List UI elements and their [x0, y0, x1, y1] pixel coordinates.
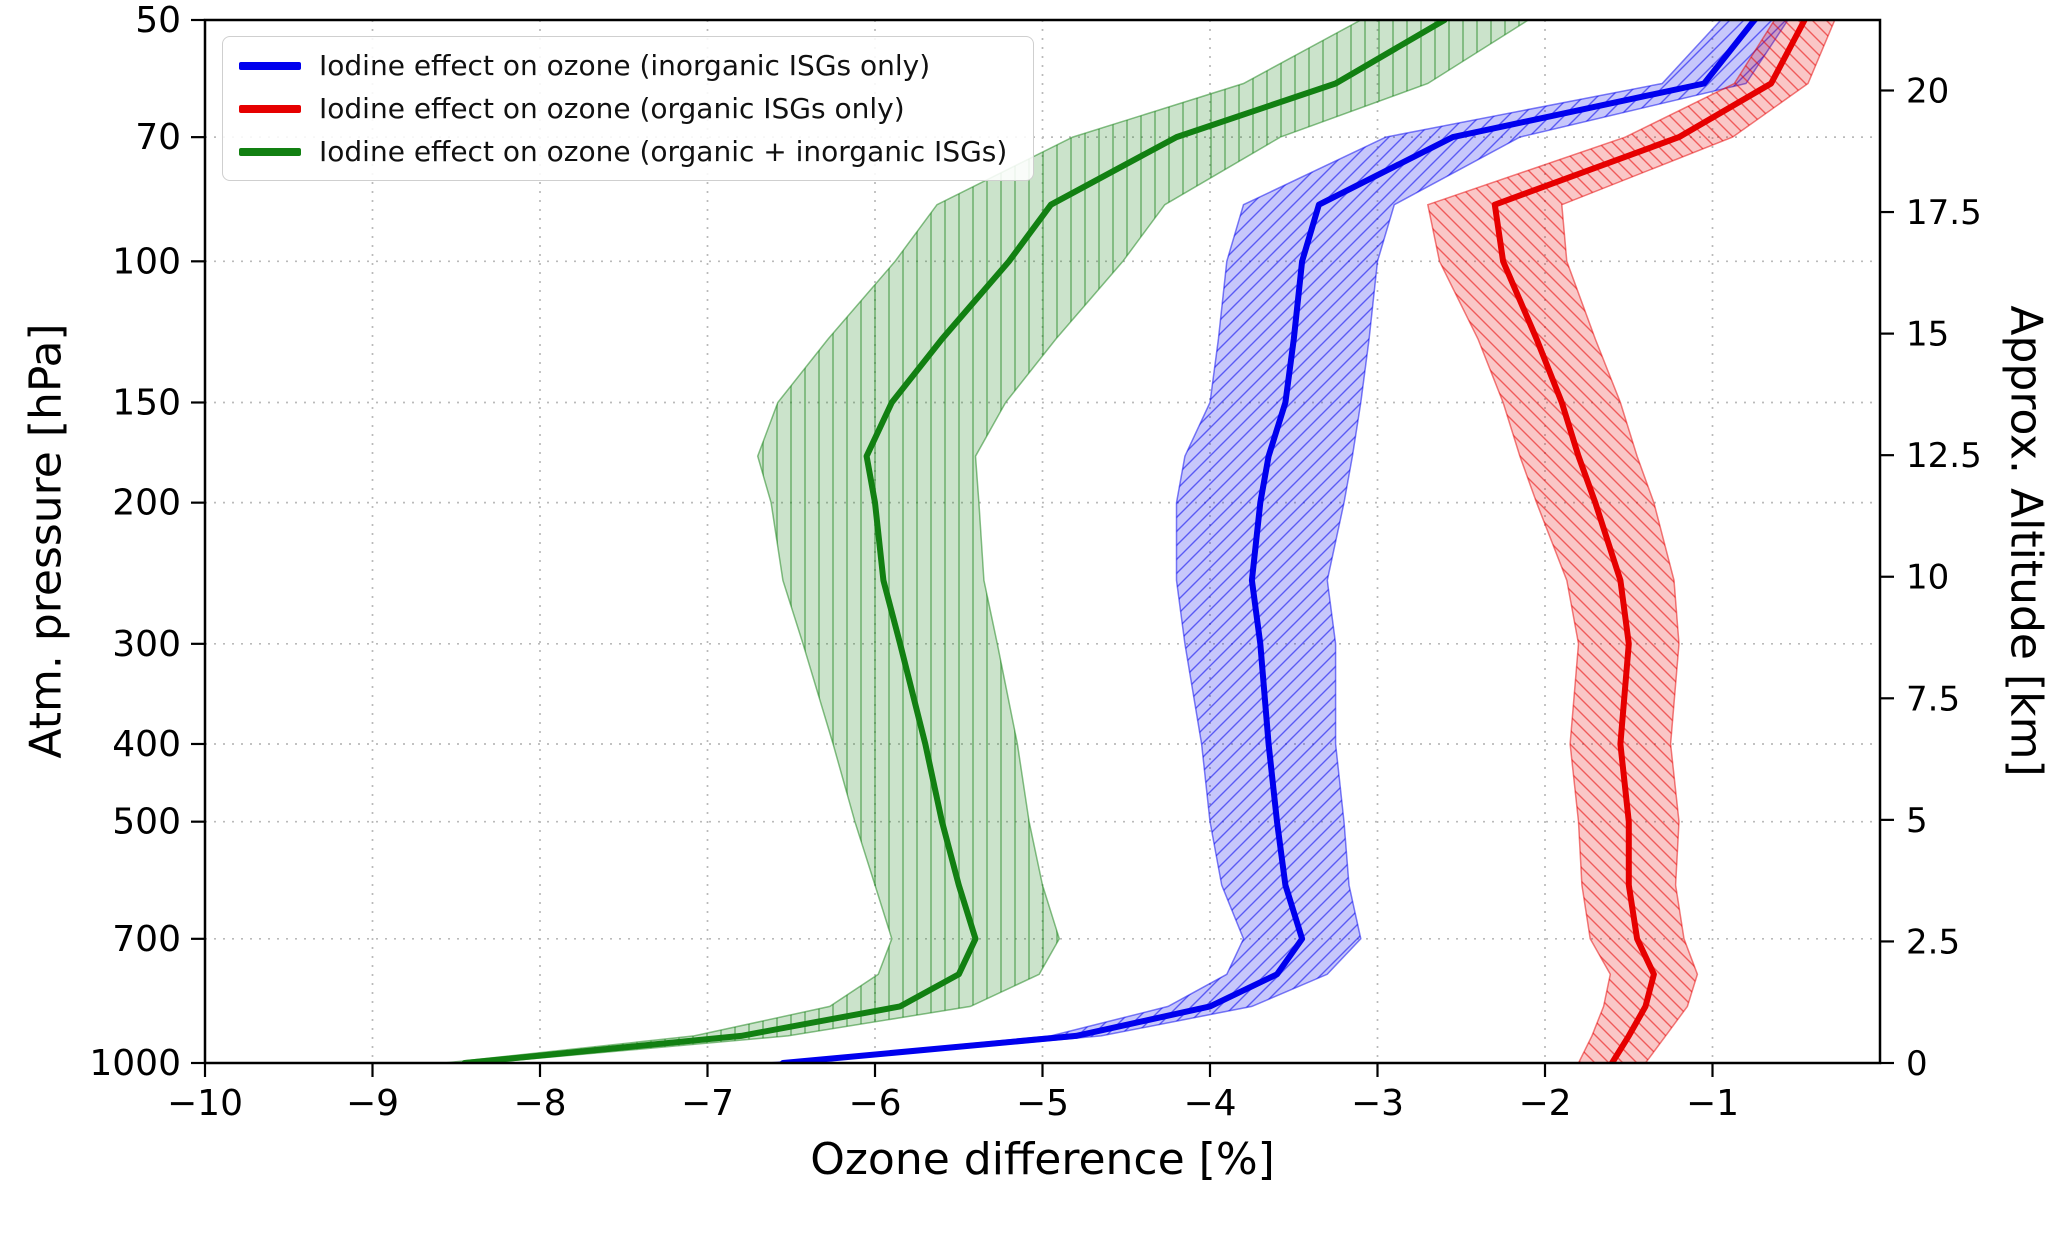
x-tick-label: −4 — [1183, 1083, 1236, 1124]
profile-line — [779, 20, 1758, 1063]
altitude-tick-label: 12.5 — [1906, 436, 1982, 476]
x-tick-label: −9 — [346, 1083, 399, 1124]
legend-item-organic-inorganic: Iodine effect on ozone (organic + inorga… — [239, 135, 1007, 168]
x-tick-label: −6 — [848, 1083, 901, 1124]
profile-line — [1491, 20, 1808, 1063]
legend-swatch-green — [239, 147, 301, 156]
uncertainty-band-edge — [1426, 20, 1836, 1063]
legend-item-inorganic: Iodine effect on ozone (inorganic ISGs o… — [239, 49, 1007, 82]
series-organic-inorganic — [444, 20, 1530, 1063]
y-axis-right-label: Approx. Altitude [km] — [2000, 305, 2052, 777]
x-tick-label: −7 — [681, 1083, 734, 1124]
pressure-tick-label: 150 — [112, 382, 181, 423]
pressure-tick-label: 100 — [112, 241, 181, 282]
legend-swatch-blue — [239, 61, 301, 70]
legend-label: Iodine effect on ozone (organic + inorga… — [319, 135, 1008, 168]
uncertainty-band-hatch — [769, 20, 1788, 1063]
y-axis-right: 20 17.5 15 12.5 10 7.5 5 2.5 0 — [1880, 71, 1982, 1084]
pressure-tick-label: 70 — [135, 117, 181, 158]
pressure-tick-label: 500 — [112, 802, 181, 843]
series-inorganic — [769, 20, 1789, 1063]
uncertainty-band-edge — [769, 20, 1789, 1063]
altitude-tick-label: 7.5 — [1906, 679, 1960, 719]
pressure-tick-label: 400 — [112, 724, 181, 765]
legend-label: Iodine effect on ozone (inorganic ISGs o… — [319, 49, 931, 82]
x-axis-label: Ozone difference [%] — [810, 1134, 1275, 1185]
pressure-tick-label: 700 — [112, 919, 181, 960]
x-tick-label: −3 — [1351, 1083, 1404, 1124]
legend-label: Iodine effect on ozone (organic ISGs onl… — [319, 92, 905, 125]
uncertainty-band-edge — [444, 20, 1530, 1063]
altitude-tick-label: 0 — [1906, 1044, 1928, 1084]
x-tick-label: −2 — [1518, 1083, 1571, 1124]
pressure-tick-label: 300 — [112, 624, 181, 665]
x-tick-label: −5 — [1016, 1083, 1069, 1124]
altitude-tick-label: 5 — [1906, 801, 1928, 841]
x-axis: −10 −9 −8 −7 −6 −5 −4 −3 −2 −1 — [167, 1063, 1739, 1124]
altitude-tick-label: 10 — [1906, 558, 1949, 598]
x-tick-label: −10 — [167, 1083, 243, 1124]
x-tick-label: −1 — [1686, 1083, 1739, 1124]
pressure-tick-label: 1000 — [89, 1043, 181, 1084]
pressure-tick-label: 50 — [135, 0, 181, 41]
y-axis-left: 50 70 100 150 200 300 400 500 700 1000 — [89, 0, 205, 1084]
series-organic — [1426, 20, 1836, 1063]
x-tick-label: −8 — [513, 1083, 566, 1124]
profile-line — [461, 20, 1448, 1063]
pressure-tick-label: 200 — [112, 483, 181, 524]
y-axis-left-label: Atm. pressure [hPa] — [20, 323, 72, 759]
legend: Iodine effect on ozone (inorganic ISGs o… — [222, 36, 1035, 181]
legend-swatch-red — [239, 104, 301, 113]
uncertainty-band-hatch — [1427, 20, 1835, 1063]
uncertainty-band-hatch — [444, 20, 1529, 1063]
altitude-tick-label: 2.5 — [1906, 922, 1960, 962]
legend-item-organic: Iodine effect on ozone (organic ISGs onl… — [239, 92, 1007, 125]
altitude-tick-label: 17.5 — [1906, 193, 1982, 233]
altitude-tick-label: 15 — [1906, 315, 1949, 355]
altitude-tick-label: 20 — [1906, 71, 1949, 111]
